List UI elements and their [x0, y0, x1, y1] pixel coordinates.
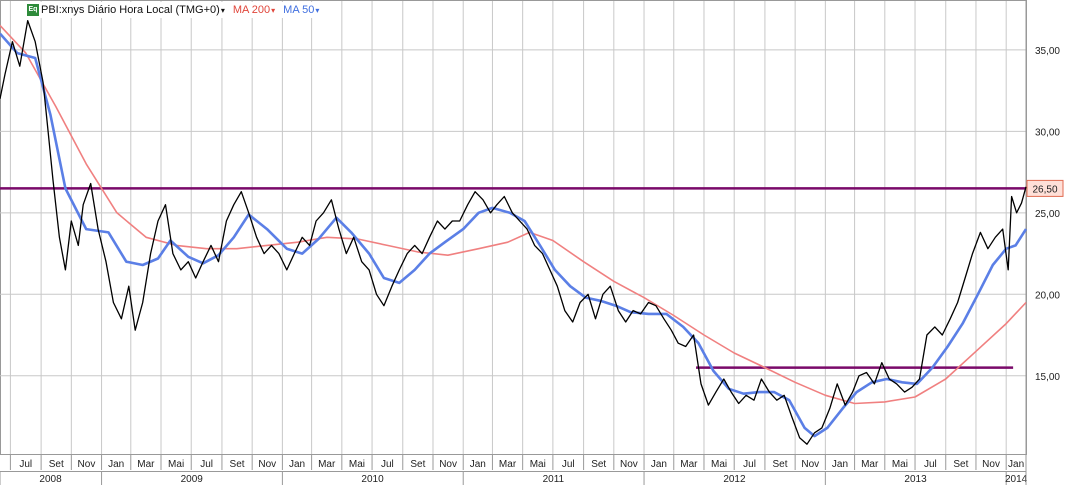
symbol-dropdown-icon[interactable]: ▾ — [220, 5, 225, 15]
x-tick-label: Mar — [861, 459, 879, 470]
x-tick-label: Mai — [349, 459, 365, 470]
x-tick-label: Jan — [651, 459, 667, 470]
y-tick-label: 20,00 — [1035, 290, 1060, 301]
x-tick-label: Jan — [832, 459, 848, 470]
x-tick-label: Jul — [924, 459, 937, 470]
x-tick-label: Mai — [711, 459, 727, 470]
plot-frame — [0, 0, 1027, 455]
x-tick-label: Jan — [470, 459, 486, 470]
ma50-label[interactable]: MA 50 — [283, 4, 315, 16]
x-tick-label: Mai — [530, 459, 546, 470]
x-tick-label: Nov — [620, 459, 638, 470]
year-label: 2010 — [361, 474, 384, 485]
x-tick-label: Set — [410, 459, 425, 470]
price-tag-layer: 26,50 — [1026, 179, 1064, 197]
ma200-label[interactable]: MA 200 — [232, 4, 271, 16]
x-tick-label: Nov — [439, 459, 457, 470]
x-tick-label: Set — [591, 459, 606, 470]
grid — [0, 1, 1026, 454]
x-tick-label: Mar — [680, 459, 698, 470]
x-tick-label: Mar — [318, 459, 336, 470]
year-label: 2012 — [723, 474, 746, 485]
x-tick-label: Nov — [801, 459, 819, 470]
x-tick-label: Set — [773, 459, 788, 470]
year-label: 2008 — [39, 474, 62, 485]
y-axis: 35,00 30,00 25,00 20,00 15,00 — [1035, 46, 1060, 383]
ma200-dropdown-icon[interactable]: ▾ — [271, 5, 276, 15]
x-tick-label: Mai — [892, 459, 908, 470]
x-tick-label: Set — [953, 459, 968, 470]
y-tick-label: 35,00 — [1035, 46, 1060, 57]
y-tick-label: 30,00 — [1035, 127, 1060, 138]
x-tick-label: Jul — [562, 459, 575, 470]
year-label: 2014 — [1005, 474, 1028, 485]
price-tag-label: 26,50 — [1032, 184, 1057, 195]
x-tick-label: Jul — [19, 459, 32, 470]
series-line-pbi — [0, 19, 1027, 445]
x-tick-label: Set — [230, 459, 245, 470]
x-tick-label: Set — [49, 459, 64, 470]
x-tick-label: Mar — [499, 459, 517, 470]
year-label: 2013 — [904, 474, 927, 485]
ma50-dropdown-icon[interactable]: ▾ — [315, 5, 320, 15]
x-tick-label: Nov — [78, 459, 96, 470]
x-tick-label: Jul — [743, 459, 756, 470]
symbol-label[interactable]: PBI:xnys Diário Hora Local (TMG+0) — [41, 4, 220, 16]
price-tag-box — [1026, 179, 1064, 197]
x-tick-label: Jan — [289, 459, 305, 470]
year-label: 2011 — [543, 474, 565, 485]
x-axis: Jul Set Nov Jan Mar Mai Jul Set Nov Jan Mar Mai Jul S… — [0, 1, 1028, 485]
chart-legend: Eq PBI:xnys Diário Hora Local (TMG+0) ▾ … — [27, 2, 328, 18]
x-tick-label: Nov — [982, 459, 1000, 470]
series-layer — [0, 19, 1028, 445]
x-tick-label: Jan — [108, 459, 124, 470]
year-label: 2009 — [181, 474, 204, 485]
series-line-ma50 — [0, 32, 1028, 438]
x-tick-label: Jan — [1008, 459, 1024, 470]
x-tick-label: Mar — [137, 459, 155, 470]
x-tick-label: Jul — [200, 459, 213, 470]
x-tick-label: Nov — [258, 459, 276, 470]
equity-badge: Eq — [27, 4, 39, 16]
y-tick-label: 15,00 — [1035, 372, 1060, 383]
x-tick-label: Jul — [381, 459, 394, 470]
x-tick-label: Mai — [168, 459, 184, 470]
y-tick-label: 25,00 — [1035, 209, 1060, 220]
